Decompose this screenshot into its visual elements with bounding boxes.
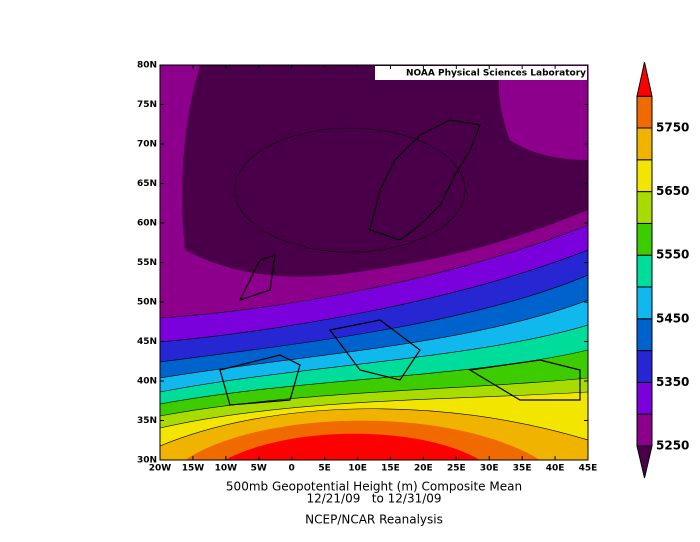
x-tick-label: 25E xyxy=(447,464,466,474)
band xyxy=(225,433,480,460)
ticks: 20W 15W 10W 5W 0 5E 10E 15E 20E 25E 30E 35E 40E 45E 80… xyxy=(137,61,597,474)
title: 500mb Geopotential Height (m) Composite … xyxy=(226,480,522,494)
colorbar-box xyxy=(636,159,653,193)
colorbar-label: 5650 xyxy=(656,184,689,198)
colorbar-box xyxy=(636,413,653,447)
colorbar-label: 5750 xyxy=(656,121,689,135)
x-tick-label: 35E xyxy=(513,464,532,474)
y-tick-label: 45N xyxy=(137,337,157,347)
colorbar-box xyxy=(636,350,653,383)
x-tick-label: 0 xyxy=(289,464,295,474)
y-tick-label: 40N xyxy=(137,377,157,387)
x-tick-label: 30E xyxy=(480,464,499,474)
x-tick-label: 10E xyxy=(348,464,367,474)
colorbar-arrow xyxy=(636,445,653,479)
colorbar-box xyxy=(636,286,653,320)
coastline xyxy=(219,119,581,406)
contour xyxy=(234,127,466,253)
colorbar-box xyxy=(636,222,653,256)
x-tick-label: 5E xyxy=(318,464,330,474)
x-tick-label: 45E xyxy=(579,464,598,474)
colorbar-box xyxy=(636,254,653,288)
y-tick-label: 65N xyxy=(137,179,157,189)
y-tick-label: 35N xyxy=(137,416,157,426)
x-tick-label: 10W xyxy=(215,464,238,474)
x-tick-label: 15E xyxy=(381,464,400,474)
x-tick-label: 20E xyxy=(414,464,433,474)
y-tick-label: 50N xyxy=(137,298,157,308)
x-tick-label: 15W xyxy=(182,464,205,474)
credit-box xyxy=(375,66,587,80)
contour-field xyxy=(160,65,588,460)
contour xyxy=(160,224,588,447)
credit: NOAA Physical Sciences Laboratory xyxy=(406,69,586,79)
colorbar-label: 5550 xyxy=(656,248,689,262)
colorbar-box xyxy=(636,127,653,161)
source: NCEP/NCAR Reanalysis xyxy=(305,513,443,527)
colorbar-label: 5250 xyxy=(656,439,689,453)
date-range: 12/21/09 to 12/31/09 xyxy=(306,492,441,506)
colorbar-label: 5450 xyxy=(656,311,689,325)
x-tick-label: 20W xyxy=(149,464,172,474)
colorbar-box xyxy=(636,95,653,129)
band xyxy=(498,65,588,160)
x-tick-label: 40E xyxy=(546,464,565,474)
y-tick-label: 30N xyxy=(137,456,157,466)
x-tick-label: 5W xyxy=(251,464,267,474)
y-tick-label: 55N xyxy=(137,258,157,268)
y-tick-label: 75N xyxy=(137,100,157,110)
colorbar-box xyxy=(636,381,653,415)
colorbar-label: 5350 xyxy=(656,375,689,389)
y-tick-label: 80N xyxy=(137,61,157,71)
colorbar-arrow xyxy=(636,62,653,97)
colorbar-box xyxy=(636,318,653,352)
colorbar: 5250 5350 5450 5550 5650 5750 xyxy=(636,62,689,479)
colorbar-box xyxy=(636,191,653,224)
y-tick-label: 60N xyxy=(137,219,157,229)
y-tick-label: 70N xyxy=(137,140,157,150)
